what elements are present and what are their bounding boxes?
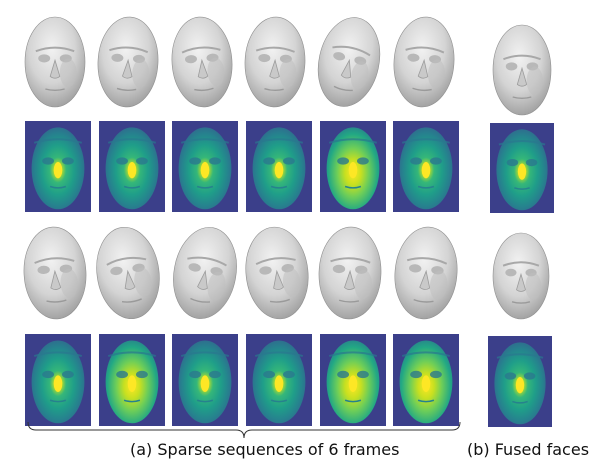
caption-fused-faces: (b) Fused faces [467,440,590,459]
depth-row1-frame6 [393,121,459,212]
mesh-row2-frame2 [96,226,160,320]
mesh-row2-frame6 [394,226,458,320]
depth-row1-frame2 [99,121,165,212]
mesh-row1-frame4 [244,16,306,108]
mesh-row2-frame5 [318,226,382,320]
panels-layer [23,16,554,427]
depth-row1-frame1 [25,121,91,212]
mesh-row1-frame6 [393,16,455,108]
mesh-row1-frame2 [97,16,159,108]
mesh-row1-frame5 [317,17,381,107]
depth-row1-frame3 [172,121,238,212]
depth-row1-fused [490,123,554,213]
mesh-row1-frame3 [171,16,233,108]
depth-row2-frame4 [246,334,312,426]
mesh-row2-frame3 [173,227,237,319]
mesh-row2-fused [492,232,550,320]
depth-row2-fused [488,336,552,427]
caption-sparse-sequences: (a) Sparse sequences of 6 frames [130,440,400,459]
depth-row2-frame1 [25,334,91,426]
mesh-row1-frame1 [24,16,86,108]
depth-row2-frame6 [393,334,459,426]
mesh-row1-fused [492,24,552,116]
depth-row1-frame5 [320,121,386,212]
depth-row2-frame5 [320,334,386,426]
mesh-row2-frame1 [23,226,87,320]
depth-row2-frame2 [99,334,165,426]
depth-row2-frame3 [172,334,238,426]
depth-row1-frame4 [246,121,312,212]
mesh-row2-frame4 [245,226,309,320]
sequence-brace [27,421,461,439]
